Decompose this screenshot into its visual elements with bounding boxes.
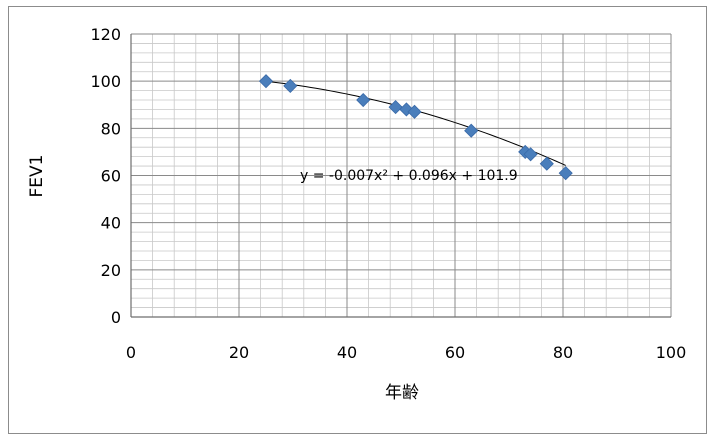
data-point [283, 78, 298, 93]
y-tick-label: 60 [101, 167, 121, 186]
y-tick-label: 80 [101, 119, 121, 138]
chart-frame: 0 20 40 60 80 100 120 0 20 40 60 80 100 y = -0.007x… [8, 6, 707, 434]
x-tick-label: 40 [337, 343, 357, 362]
data-point [558, 166, 573, 181]
axes [130, 34, 671, 318]
y-axis-title: FEV1 [27, 155, 47, 198]
x-tick-label: 0 [126, 343, 136, 362]
x-tick-label: 20 [229, 343, 249, 362]
data-point [407, 104, 422, 119]
y-tick-label: 120 [90, 25, 121, 44]
data-point [388, 100, 403, 115]
data-point [258, 74, 274, 89]
y-tick-label: 0 [111, 308, 121, 327]
y-tick-label: 40 [101, 214, 121, 233]
data-point [523, 147, 538, 162]
y-tick-labels: 0 20 40 60 80 100 120 [90, 25, 121, 327]
x-tick-label: 60 [445, 343, 465, 362]
data-point [539, 156, 554, 171]
y-tick-label: 100 [90, 72, 121, 91]
data-point [464, 123, 479, 138]
x-tick-label: 80 [553, 343, 573, 362]
data-point [356, 92, 371, 108]
fev1-scatter-chart: 0 20 40 60 80 100 120 0 20 40 60 80 100 y = -0.007x… [27, 25, 686, 403]
x-tick-labels: 0 20 40 60 80 100 [126, 343, 686, 362]
x-tick-label: 100 [656, 343, 687, 362]
x-axis-title: 年齢 [385, 383, 419, 403]
data-points [258, 74, 573, 181]
y-tick-label: 20 [101, 261, 121, 280]
trendline-equation: y = -0.007x² + 0.096x + 101.9 [300, 168, 518, 184]
